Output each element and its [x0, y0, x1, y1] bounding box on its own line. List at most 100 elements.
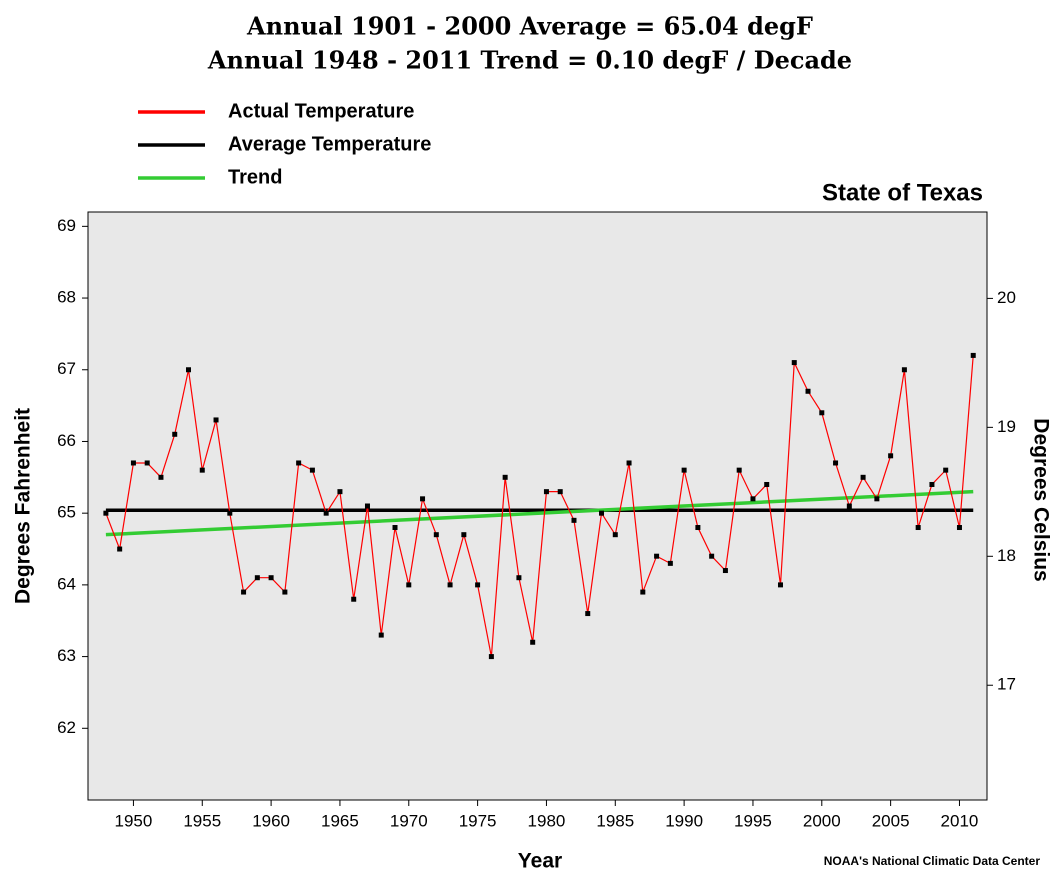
x-tick-label: 1975 — [459, 811, 497, 830]
chart-subtitle: Annual 1948 - 2011 Trend = 0.10 degF / D… — [207, 46, 852, 75]
data-point — [420, 496, 426, 502]
series-line — [105, 355, 974, 657]
data-point — [599, 510, 605, 516]
x-tick-label: 1970 — [390, 811, 428, 830]
data-point — [130, 460, 136, 466]
data-point — [475, 582, 481, 588]
data-point — [736, 467, 742, 473]
legend-label: Average Temperature — [228, 133, 431, 155]
data-point — [282, 589, 288, 595]
x-tick-label: 1955 — [183, 811, 221, 830]
data-point — [750, 496, 756, 502]
y2-tick-label: 20 — [997, 288, 1016, 307]
chart-title: Annual 1901 - 2000 Average = 65.04 degF — [246, 12, 813, 41]
x-tick-label: 1960 — [252, 811, 290, 830]
x-tick-label: 1995 — [734, 811, 772, 830]
data-point — [777, 582, 783, 588]
data-point — [461, 532, 467, 538]
data-point — [640, 589, 646, 595]
x-axis-label: Year — [518, 850, 562, 873]
x-tick-label: 1980 — [528, 811, 566, 830]
x-tick-label: 1965 — [321, 811, 359, 830]
data-point — [956, 525, 962, 531]
data-point — [117, 546, 123, 552]
y-tick-label: 63 — [57, 646, 76, 665]
data-point — [296, 460, 302, 466]
data-point — [612, 532, 618, 538]
data-point — [764, 481, 770, 487]
data-point — [447, 582, 453, 588]
data-point — [241, 589, 247, 595]
data-point — [888, 453, 894, 459]
data-point — [364, 503, 370, 509]
y-tick-label: 69 — [57, 216, 76, 235]
data-point — [172, 431, 178, 437]
data-point — [392, 525, 398, 531]
x-tick-label: 2000 — [803, 811, 841, 830]
data-point — [530, 639, 536, 645]
data-point — [406, 582, 412, 588]
y-tick-label: 62 — [57, 718, 76, 737]
y-tick-label: 66 — [57, 431, 76, 450]
data-point — [970, 352, 976, 358]
data-point — [144, 460, 150, 466]
region-label: State of Texas — [822, 179, 983, 206]
data-point — [378, 632, 384, 638]
x-tick-label: 2010 — [941, 811, 979, 830]
data-point — [846, 503, 852, 509]
y2-tick-label: 17 — [997, 675, 1016, 694]
data-point — [186, 367, 192, 373]
data-point — [874, 496, 880, 502]
y2-axis-label: Degrees Celsius — [1029, 418, 1052, 581]
data-point — [213, 417, 219, 423]
y-tick-label: 65 — [57, 503, 76, 522]
data-point — [199, 467, 205, 473]
data-point — [254, 575, 260, 581]
data-point — [943, 467, 949, 473]
data-point — [901, 367, 907, 373]
data-point — [516, 575, 522, 581]
x-tick-label: 1950 — [115, 811, 153, 830]
data-point — [585, 611, 591, 617]
data-point — [268, 575, 274, 581]
y2-tick-label: 18 — [997, 546, 1016, 565]
data-point — [667, 560, 673, 566]
x-tick-label: 2005 — [872, 811, 910, 830]
data-point — [695, 525, 701, 531]
x-tick-label: 1990 — [665, 811, 703, 830]
data-point — [557, 489, 563, 495]
y-tick-label: 67 — [57, 359, 76, 378]
x-tick-label: 1985 — [596, 811, 634, 830]
source-label: NOAA's National Climatic Data Center — [824, 854, 1041, 868]
data-point — [915, 525, 921, 531]
data-point — [158, 474, 164, 480]
data-point — [571, 517, 577, 523]
data-point — [791, 360, 797, 366]
data-point — [323, 510, 329, 516]
data-point — [488, 654, 494, 660]
data-point — [722, 568, 728, 574]
data-point — [654, 553, 660, 559]
legend-label: Trend — [228, 166, 282, 188]
data-point — [709, 553, 715, 559]
data-point — [805, 388, 811, 394]
data-point — [543, 489, 549, 495]
data-point — [502, 474, 508, 480]
data-point — [929, 481, 935, 487]
plot-area — [87, 211, 988, 801]
data-point — [860, 474, 866, 480]
data-point — [309, 467, 315, 473]
data-point — [833, 460, 839, 466]
data-point — [337, 489, 343, 495]
legend-label: Actual Temperature — [228, 100, 414, 122]
data-point — [433, 532, 439, 538]
y-axis-label: Degrees Fahrenheit — [12, 408, 35, 604]
data-point — [227, 510, 233, 516]
data-point — [351, 596, 357, 602]
data-point — [626, 460, 632, 466]
data-point — [681, 467, 687, 473]
y-tick-label: 64 — [57, 574, 76, 593]
data-point — [103, 510, 109, 516]
series-line — [105, 489, 974, 537]
